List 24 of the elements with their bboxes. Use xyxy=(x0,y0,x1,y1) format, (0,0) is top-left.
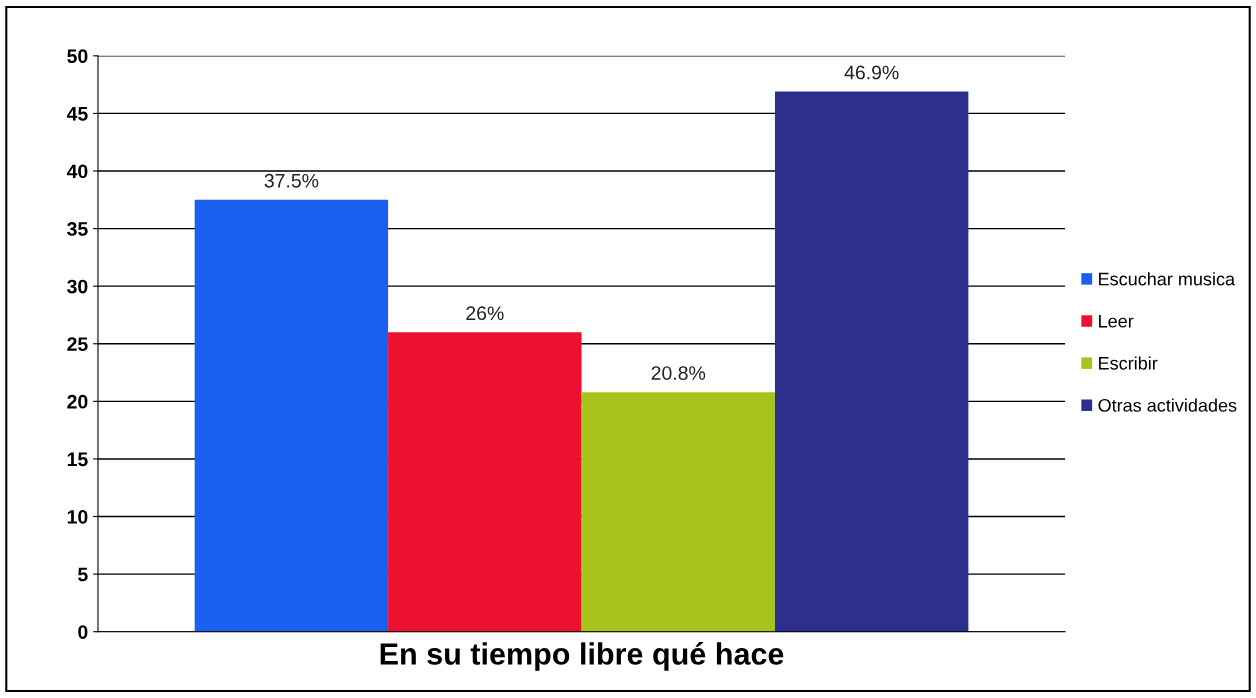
data-label: 46.9% xyxy=(844,65,899,80)
y-tick-label: 10 xyxy=(67,509,88,524)
y-tick-label: 0 xyxy=(78,625,88,639)
data-label: 26% xyxy=(466,306,504,321)
y-tick-label: 35 xyxy=(67,222,88,236)
legend-label: Otras actividades xyxy=(1098,398,1237,412)
y-tick-label: 40 xyxy=(66,164,88,179)
data-label: 37.5% xyxy=(264,173,319,188)
y-tick-label: 15 xyxy=(67,452,88,467)
bar xyxy=(194,199,389,632)
y-tick-label: 45 xyxy=(66,107,88,121)
bar xyxy=(388,332,582,632)
x-axis-title: En su tiempo libre qué hace xyxy=(380,642,784,671)
y-tick-label: 20 xyxy=(67,394,88,409)
legend-label: Escribir xyxy=(1099,356,1158,370)
y-tick-label: 5 xyxy=(78,567,88,582)
data-label: 20.8% xyxy=(651,366,706,380)
bar xyxy=(581,392,775,632)
y-tick-label: 30 xyxy=(67,279,88,294)
y-tick-label: 25 xyxy=(67,337,88,351)
y-tick-label: 50 xyxy=(67,49,88,64)
bar xyxy=(774,91,969,632)
legend-label: Leer xyxy=(1099,314,1134,328)
legend-label: Escuchar musica xyxy=(1099,272,1236,286)
